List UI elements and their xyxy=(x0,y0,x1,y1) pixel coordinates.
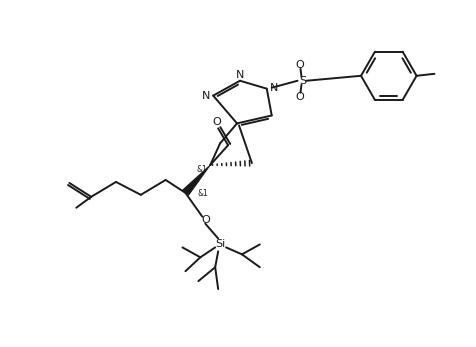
Text: O: O xyxy=(295,60,303,70)
Text: &1: &1 xyxy=(196,164,207,174)
Text: O: O xyxy=(200,215,209,225)
Text: O: O xyxy=(295,92,303,102)
Text: Si: Si xyxy=(215,239,225,249)
Text: N: N xyxy=(235,70,244,80)
Text: &1: &1 xyxy=(197,189,208,198)
Polygon shape xyxy=(182,165,210,196)
Text: N: N xyxy=(269,83,278,93)
Text: O: O xyxy=(212,117,221,127)
Text: N: N xyxy=(202,91,210,101)
Text: S: S xyxy=(298,76,306,86)
